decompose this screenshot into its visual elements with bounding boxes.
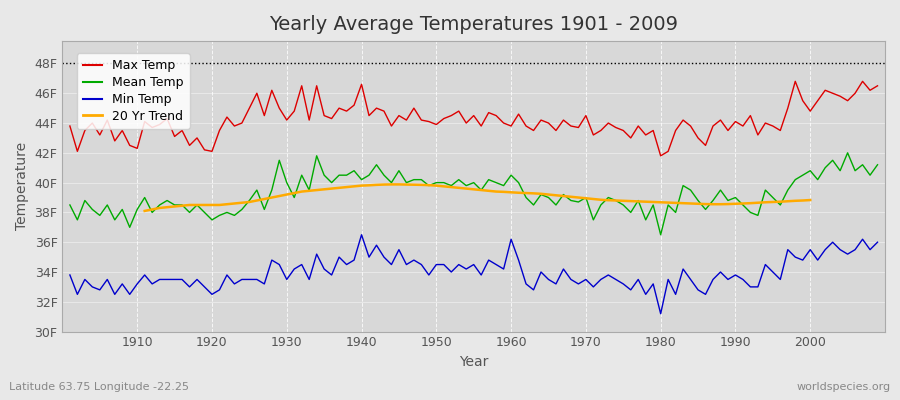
Text: worldspecies.org: worldspecies.org [796, 382, 891, 392]
Title: Yearly Average Temperatures 1901 - 2009: Yearly Average Temperatures 1901 - 2009 [269, 15, 679, 34]
X-axis label: Year: Year [459, 355, 489, 369]
Legend: Max Temp, Mean Temp, Min Temp, 20 Yr Trend: Max Temp, Mean Temp, Min Temp, 20 Yr Tre… [76, 53, 190, 129]
Text: Latitude 63.75 Longitude -22.25: Latitude 63.75 Longitude -22.25 [9, 382, 189, 392]
Y-axis label: Temperature: Temperature [15, 142, 29, 230]
